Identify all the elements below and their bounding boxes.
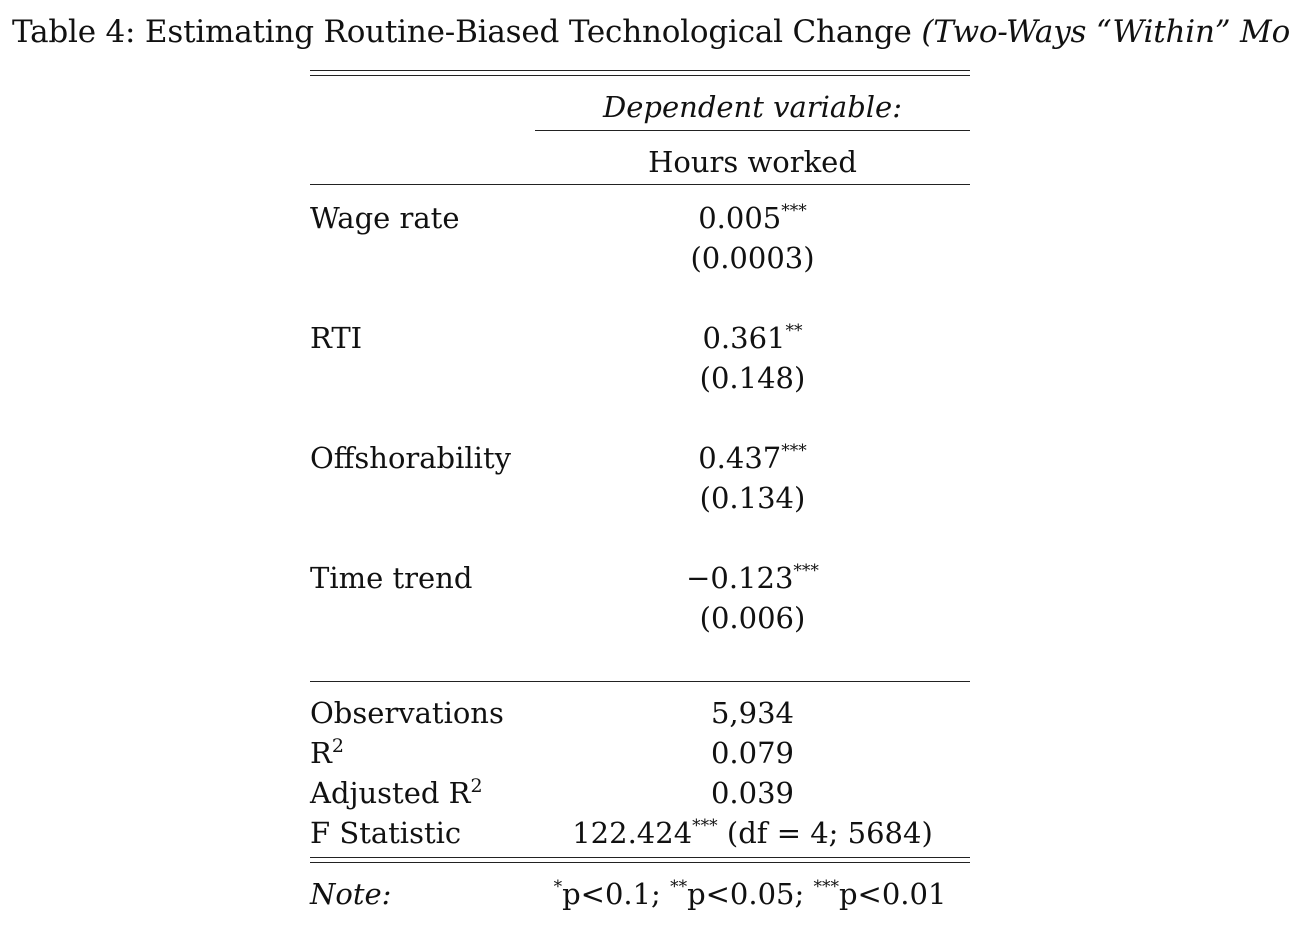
f-statistic-value: 122.424*** (df = 4; 5684): [572, 816, 933, 850]
top-rule: [310, 70, 970, 71]
coefficient: 0.005***: [698, 201, 807, 235]
bottom-rule-second: [310, 862, 970, 863]
stats-rule: [310, 681, 970, 682]
standard-error: (0.148): [699, 361, 806, 395]
caption-model-name: (Two-Ways “Within” Model): [921, 14, 1290, 50]
header-rule: [310, 184, 970, 185]
bottom-rule: [310, 857, 970, 858]
observations-value: 5,934: [710, 696, 795, 730]
column-header: Hours worked: [648, 145, 857, 179]
dependent-variable-rule: [535, 130, 970, 131]
row-label: Wage rate: [310, 201, 460, 235]
coefficient: 0.437***: [698, 441, 807, 475]
top-rule-second: [310, 75, 970, 76]
row-label: RTI: [310, 321, 363, 355]
adjusted-r2-value: 0.039: [710, 776, 795, 810]
standard-error: (0.006): [699, 601, 806, 635]
table-caption: Table 4: Estimating Routine-Biased Techn…: [12, 14, 1290, 50]
standard-error: (0.134): [699, 481, 806, 515]
standard-error: (0.0003): [690, 241, 815, 275]
note-label: Note:: [310, 877, 392, 911]
observations-label: Observations: [310, 696, 504, 730]
caption-text: Table 4: Estimating Routine-Biased Techn…: [12, 14, 922, 50]
dependent-variable-header: Dependent variable:: [603, 90, 902, 124]
f-statistic-label: F Statistic: [310, 816, 462, 850]
coefficient: 0.361**: [702, 321, 803, 355]
adjusted-r2-label: Adjusted R2: [310, 775, 483, 810]
r2-value: 0.079: [710, 736, 795, 770]
coefficient: −0.123***: [686, 561, 819, 595]
row-label: Time trend: [310, 561, 473, 595]
row-label: Offshorability: [310, 441, 511, 475]
significance-note: *p<0.1; **p<0.05; ***p<0.01: [553, 877, 947, 911]
r2-label: R2: [310, 735, 344, 770]
